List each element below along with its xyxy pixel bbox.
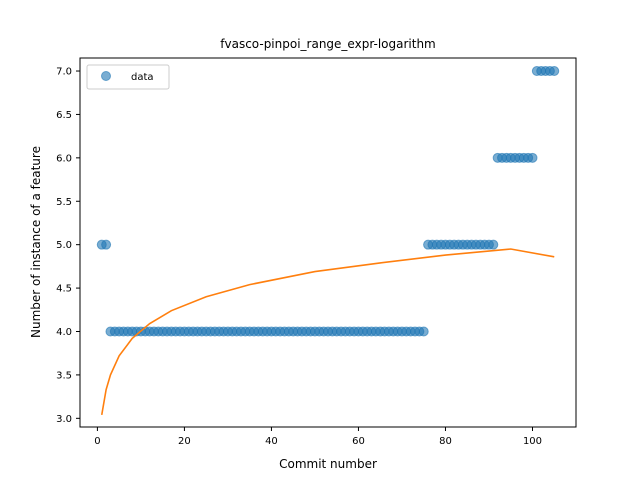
y-tick-label: 3.5 [56,370,72,381]
x-tick-label: 100 [523,436,542,447]
y-tick-label: 4.5 [56,284,72,295]
legend-box [86,64,170,90]
data-point [549,66,560,77]
x-tick-label: 0 [94,436,100,447]
y-tick-label: 5.5 [56,197,72,208]
fit-line [100,248,555,415]
x-tick-label: 60 [352,436,365,447]
y-tick-label: 4.0 [56,327,72,338]
y-tick-label: 7.0 [56,67,72,78]
legend-label-data: data [131,72,154,83]
x-tick-label: 40 [265,436,278,447]
data-point [418,326,429,337]
data-point [488,239,499,250]
x-tick-label: 80 [439,436,452,447]
y-tick-label: 5.0 [56,240,72,251]
x-axis: 0 20 40 60 80 100 [94,427,542,447]
x-axis-label: Commit number [279,457,377,471]
data-point [101,239,112,250]
data-point [527,152,538,163]
x-tick-label: 20 [178,436,191,447]
y-axis-label: Number of instance of a feature [29,146,43,338]
legend: data [86,64,170,90]
y-tick-label: 6.0 [56,153,72,164]
y-tick-label: 3.0 [56,414,72,425]
plot-area [96,66,560,415]
chart-title: fvasco-pinpoi_range_expr-logarithm [220,37,435,51]
y-axis: 3.0 3.5 4.0 4.5 5.0 5.5 6.0 6.5 7.0 [56,67,80,425]
plot-frame [79,57,577,428]
legend-marker [101,71,111,81]
y-tick-label: 6.5 [56,110,72,121]
